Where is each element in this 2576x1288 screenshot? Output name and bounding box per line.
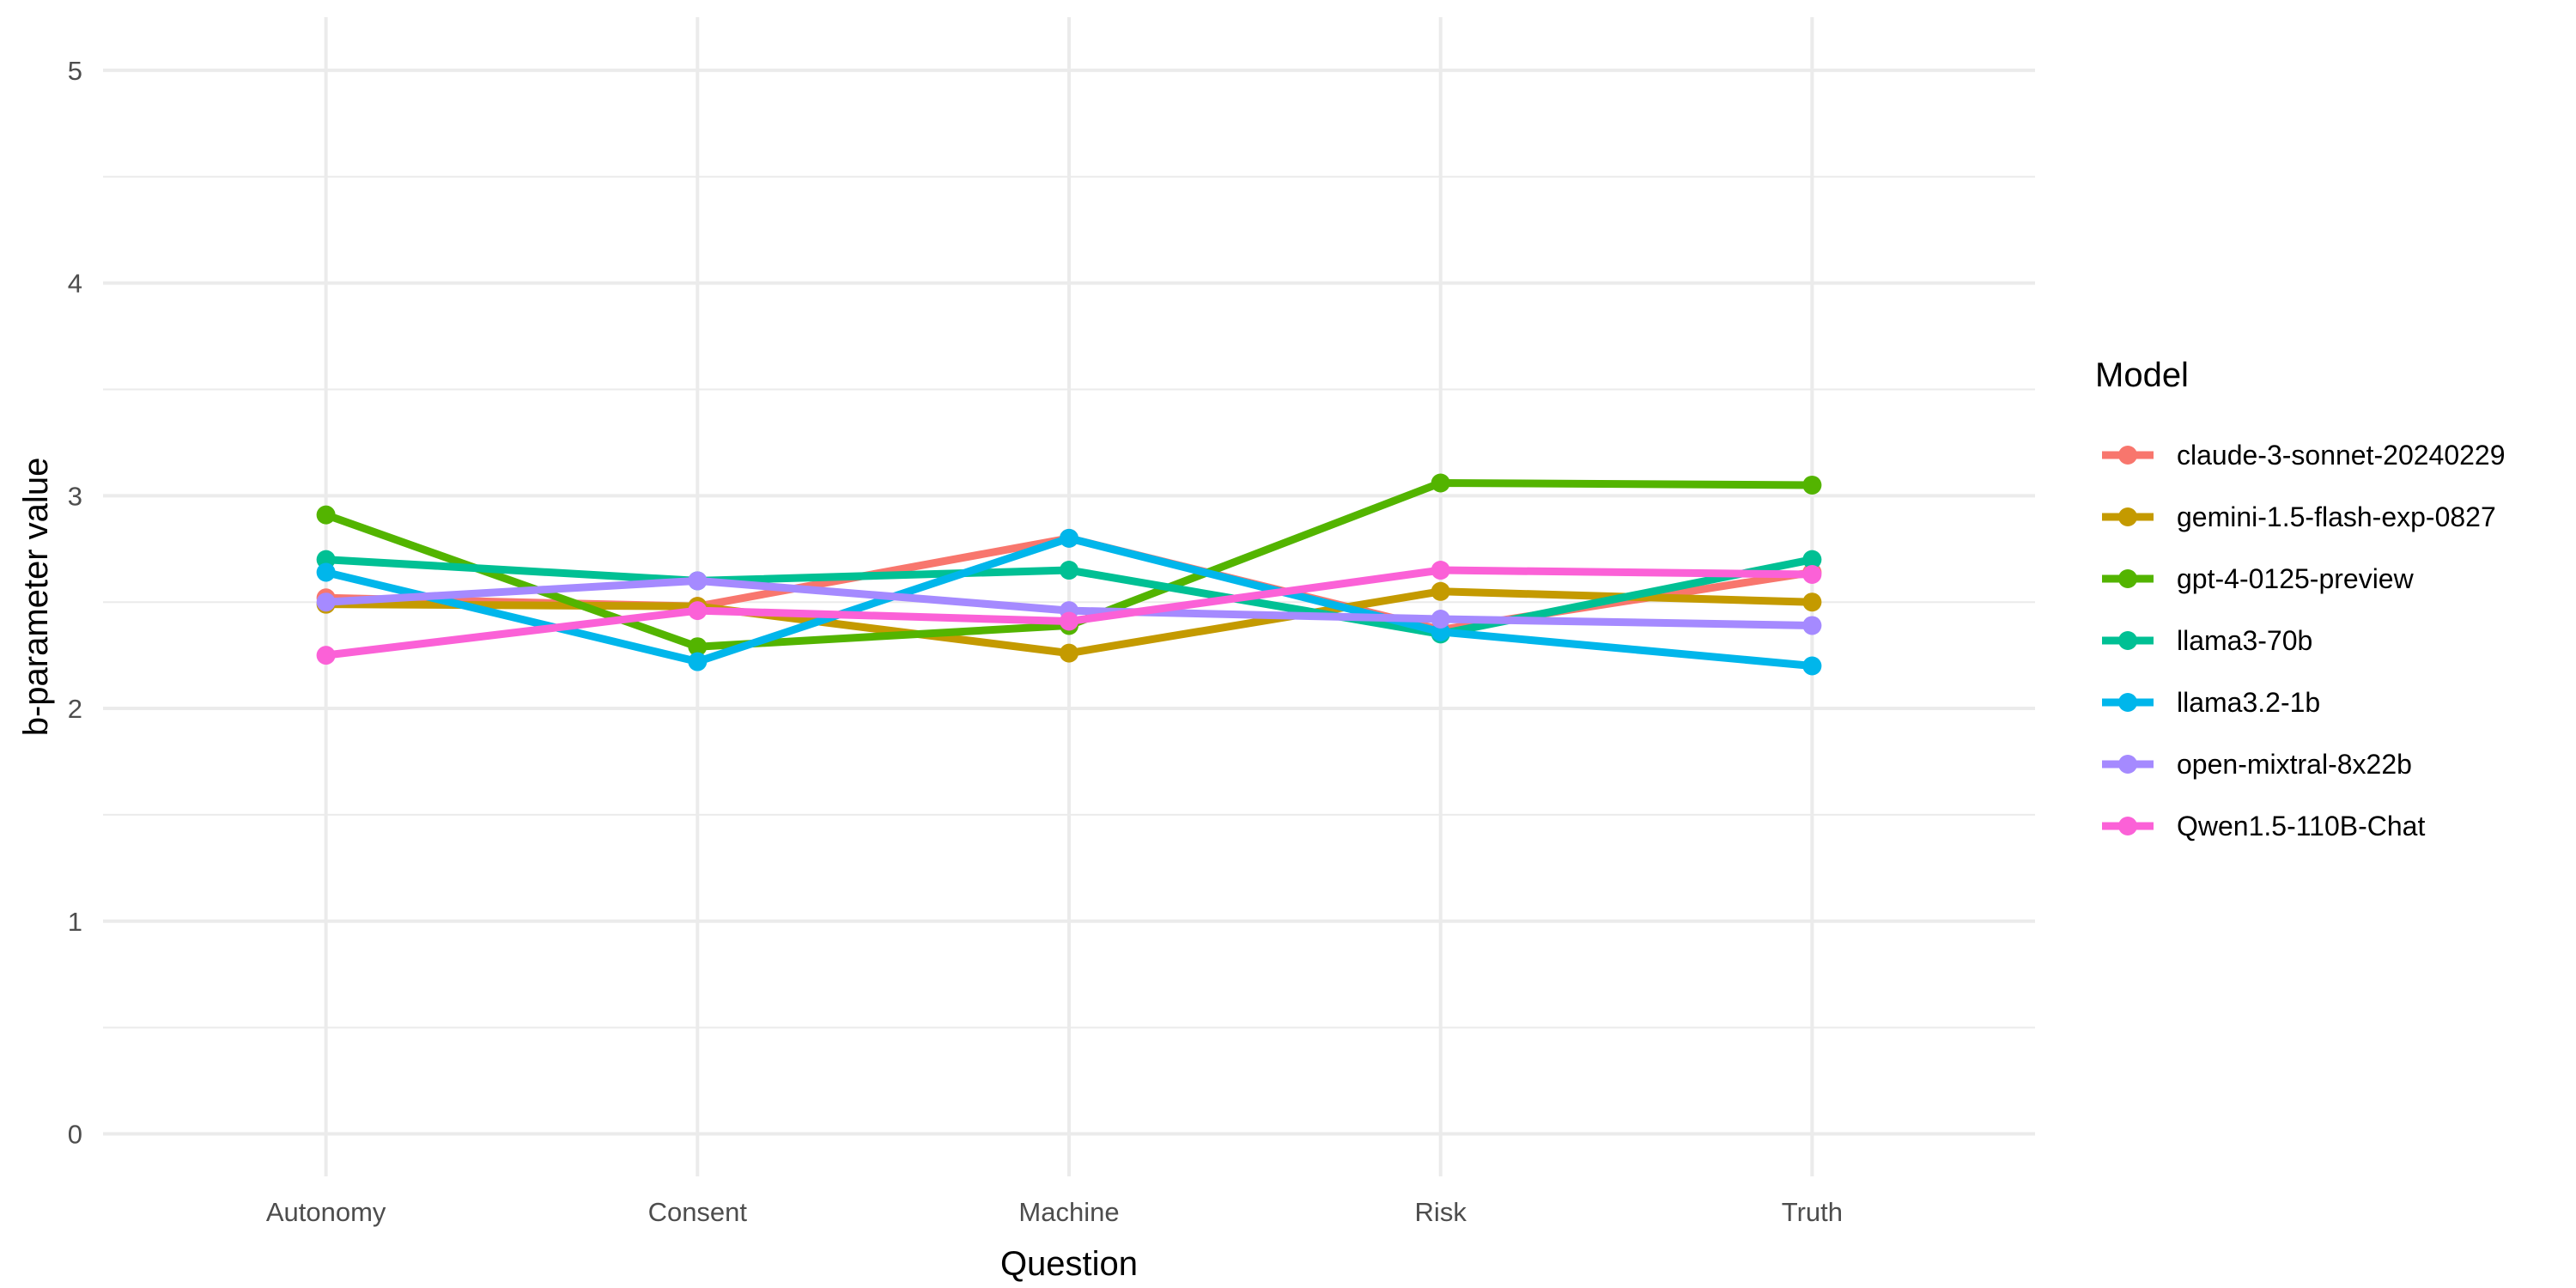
legend-item: Qwen1.5-110B-Chat bbox=[2102, 811, 2425, 841]
data-point bbox=[1060, 643, 1078, 663]
x-tick-label: Risk bbox=[1415, 1197, 1467, 1227]
legend-key-point bbox=[2118, 817, 2137, 835]
legend-label: llama3.2-1b bbox=[2177, 687, 2320, 718]
y-tick-label: 1 bbox=[68, 907, 82, 937]
legend-key-point bbox=[2118, 755, 2137, 774]
legend-key-point bbox=[2118, 693, 2137, 712]
legend-label: open-mixtral-8x22b bbox=[2177, 749, 2412, 780]
data-point bbox=[1431, 581, 1450, 601]
y-tick-label: 5 bbox=[68, 56, 82, 86]
legend-label: Qwen1.5-110B-Chat bbox=[2177, 811, 2425, 841]
x-axis-title: Question bbox=[1000, 1245, 1138, 1283]
data-point bbox=[1431, 610, 1450, 629]
data-point bbox=[1802, 475, 1822, 495]
legend-key-point bbox=[2118, 569, 2137, 588]
data-point bbox=[1802, 592, 1822, 612]
legend-item: claude-3-sonnet-20240229 bbox=[2102, 440, 2506, 471]
y-tick-label: 4 bbox=[68, 269, 82, 299]
data-point bbox=[1060, 528, 1078, 548]
legend-item: open-mixtral-8x22b bbox=[2102, 749, 2412, 780]
data-point bbox=[688, 652, 708, 671]
legend-label: gemini-1.5-flash-exp-0827 bbox=[2177, 501, 2496, 532]
data-point bbox=[1060, 561, 1078, 580]
legend-item: gpt-4-0125-preview bbox=[2102, 563, 2415, 594]
data-point bbox=[1802, 550, 1822, 569]
data-point bbox=[688, 571, 708, 591]
y-axis-title: b-parameter value bbox=[17, 458, 55, 737]
legend-item: llama3.2-1b bbox=[2102, 687, 2320, 718]
legend-key-point bbox=[2118, 631, 2137, 650]
legend-key-point bbox=[2118, 507, 2137, 526]
data-point bbox=[1802, 656, 1822, 676]
series-lines bbox=[316, 473, 1822, 676]
x-tick-label: Machine bbox=[1018, 1197, 1119, 1227]
x-tick-label: Autonomy bbox=[266, 1197, 386, 1227]
legend-label: claude-3-sonnet-20240229 bbox=[2177, 440, 2506, 471]
data-point bbox=[1431, 473, 1450, 493]
data-point bbox=[1431, 561, 1450, 580]
data-point bbox=[316, 646, 336, 665]
data-point bbox=[316, 592, 336, 612]
axes: 0 1 2 3 4 5 Autonomy Consent Machine Risk Truth bbox=[68, 56, 1843, 1227]
legend-item: gemini-1.5-flash-exp-0827 bbox=[2102, 501, 2496, 532]
data-point bbox=[688, 601, 708, 621]
data-point bbox=[1060, 611, 1078, 631]
y-tick-label: 0 bbox=[68, 1119, 82, 1149]
data-point bbox=[688, 637, 708, 657]
data-point bbox=[1802, 564, 1822, 584]
legend-key-point bbox=[2118, 446, 2137, 465]
legend-label: llama3-70b bbox=[2177, 625, 2312, 656]
data-point bbox=[316, 505, 336, 525]
legend: Model claude-3-sonnet-20240229 gemini-1.5… bbox=[2095, 356, 2506, 841]
data-point bbox=[1802, 616, 1822, 635]
x-tick-label: Truth bbox=[1782, 1197, 1843, 1227]
y-tick-label: 3 bbox=[68, 481, 82, 511]
x-tick-label: Consent bbox=[648, 1197, 748, 1227]
legend-title: Model bbox=[2095, 356, 2189, 394]
grid bbox=[103, 17, 2035, 1176]
data-point bbox=[316, 562, 336, 582]
series-Qwen1.5-110B-Chat bbox=[316, 561, 1822, 665]
y-tick-label: 2 bbox=[68, 694, 82, 724]
legend-label: gpt-4-0125-preview bbox=[2177, 563, 2415, 594]
legend-item: llama3-70b bbox=[2102, 625, 2312, 656]
